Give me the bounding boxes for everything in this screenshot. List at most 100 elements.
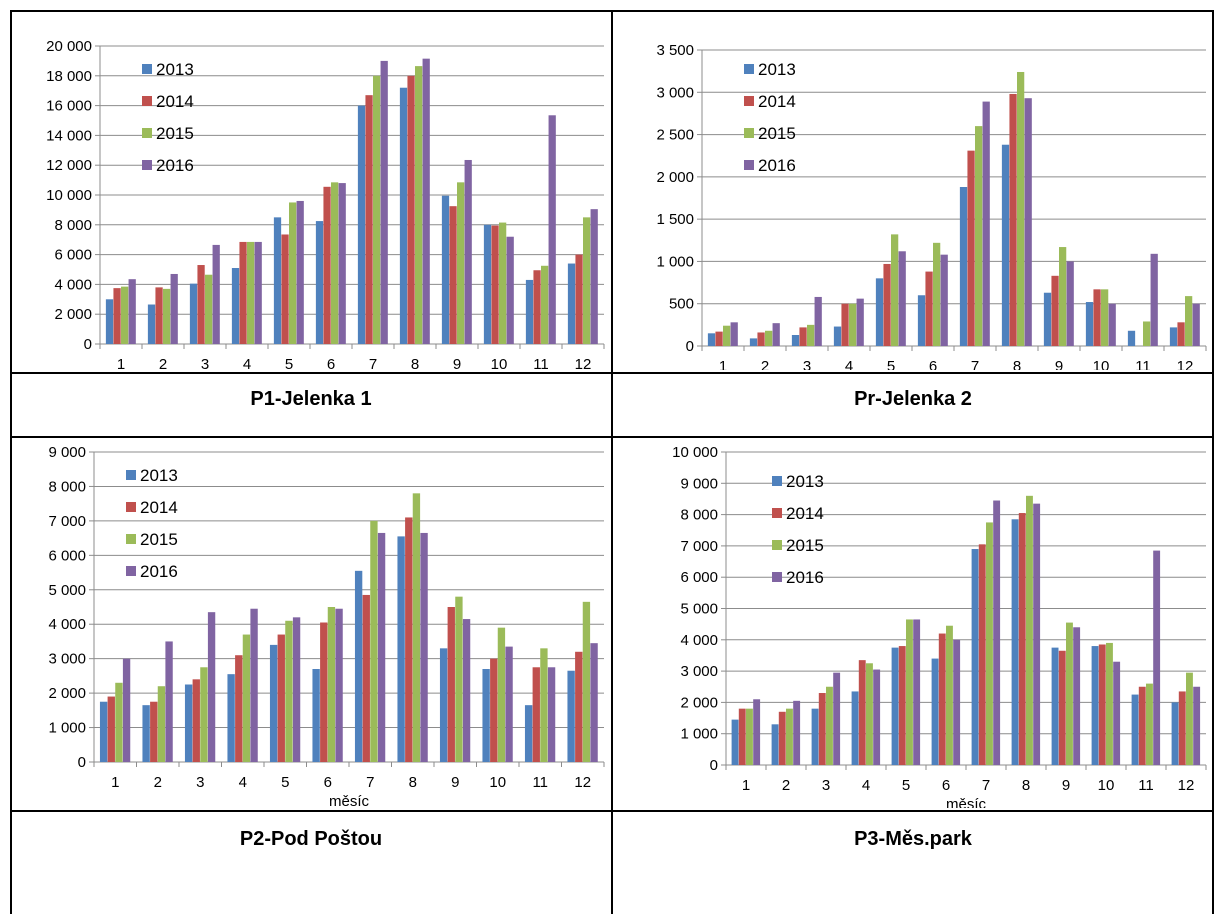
legend-label-2014: 2014 — [140, 498, 178, 517]
x-tick-label: 5 — [281, 774, 289, 791]
bar-2015-month-10 — [1106, 642, 1113, 765]
bar-2015-month-7 — [370, 520, 378, 762]
bar-2016-month-9 — [1066, 261, 1074, 346]
bar-2016-month-9 — [1073, 627, 1081, 765]
bar-2016-month-1 — [122, 658, 131, 762]
bar-2013-month-8 — [399, 87, 408, 344]
legend-swatch-2016 — [142, 160, 152, 170]
x-axis-label: měsíc — [946, 796, 987, 808]
bar-2016-month-6 — [338, 183, 346, 344]
x-tick-label: 1 — [111, 774, 119, 791]
bar-2016-month-7 — [993, 500, 1001, 765]
legend-swatch-2013 — [744, 64, 754, 74]
bar-2014-month-1 — [107, 696, 115, 762]
x-tick-label: 2 — [154, 774, 162, 791]
y-tick-label: 1 000 — [680, 726, 718, 743]
y-tick-label: 2 000 — [656, 169, 694, 186]
x-tick-label: 10 — [489, 774, 506, 791]
legend-label-2014: 2014 — [156, 92, 194, 111]
x-tick-label: 2 — [782, 777, 790, 794]
bar-2015-month-5 — [891, 234, 899, 346]
bar-2014-month-9 — [1058, 650, 1066, 765]
x-tick-label: 6 — [327, 356, 335, 370]
bar-2014-month-10 — [491, 225, 499, 344]
x-tick-label: 5 — [887, 358, 895, 370]
bar-2013-month-3 — [184, 684, 193, 762]
bar-2014-month-6 — [925, 271, 933, 346]
y-tick-label: 1 000 — [48, 720, 86, 737]
legend-label-2016: 2016 — [156, 156, 194, 175]
chart-caption-p4: P3-Měs.park — [854, 828, 972, 850]
bar-2015-month-9 — [1059, 247, 1067, 346]
bar-2014-month-5 — [277, 634, 285, 762]
bar-2013-month-11 — [1131, 694, 1139, 765]
bar-2014-month-10 — [1093, 289, 1101, 346]
x-tick-label: 8 — [409, 774, 417, 791]
bar-2016-month-10 — [506, 236, 514, 344]
bar-2015-month-2 — [163, 288, 171, 344]
bar-2015-month-7 — [975, 126, 983, 346]
bar-2016-month-1 — [730, 322, 738, 346]
y-tick-label: 0 — [710, 757, 718, 774]
legend-label-2014: 2014 — [786, 504, 824, 523]
bar-2014-month-3 — [197, 265, 205, 344]
legend-label-2013: 2013 — [156, 60, 194, 79]
bar-2016-month-12 — [1193, 686, 1201, 765]
bar-2016-month-3 — [212, 244, 220, 344]
bar-2013-month-6 — [931, 658, 939, 765]
y-tick-label: 12 000 — [46, 157, 92, 174]
bar-2016-month-11 — [1153, 550, 1161, 765]
bar-2013-month-12 — [567, 263, 576, 344]
x-tick-label: 7 — [971, 358, 979, 370]
chart-caption-p3: P2-Pod Poštou — [239, 828, 383, 850]
legend-label-2015: 2015 — [140, 530, 178, 549]
bar-2014-month-12 — [1178, 691, 1186, 765]
table-border-middle — [611, 10, 613, 914]
bar-2015-month-10 — [497, 627, 506, 762]
bar-2013-month-10 — [1085, 302, 1094, 346]
x-tick-label: 8 — [411, 356, 419, 370]
legend-label-2016: 2016 — [786, 568, 824, 587]
legend-swatch-2014 — [142, 96, 152, 106]
legend-swatch-2014 — [772, 508, 782, 518]
bar-2014-month-3 — [818, 693, 826, 765]
x-tick-label: 10 — [491, 356, 508, 370]
y-tick-label: 20 000 — [46, 38, 92, 55]
y-tick-label: 2 000 — [48, 685, 86, 702]
x-tick-label: 3 — [803, 358, 811, 370]
bar-2014-month-12 — [575, 651, 583, 762]
x-tick-label: 3 — [822, 777, 830, 794]
x-tick-label: 6 — [324, 774, 332, 791]
bar-2013-month-4 — [833, 326, 842, 346]
bar-2014-month-3 — [192, 679, 200, 762]
y-tick-label: 0 — [84, 336, 92, 353]
bar-2015-month-8 — [1017, 71, 1025, 346]
chart-caption-p2: Pr-Jelenka 2 — [854, 388, 972, 410]
x-axis-label: měsíc — [329, 793, 370, 808]
bar-2014-month-7 — [978, 544, 986, 765]
legend-label-2013: 2013 — [758, 60, 796, 79]
bar-2016-month-6 — [940, 254, 948, 346]
x-tick-label: 7 — [366, 774, 374, 791]
bar-2015-month-5 — [285, 620, 293, 762]
bar-2015-month-4 — [242, 634, 251, 762]
bar-2016-month-3 — [207, 612, 216, 762]
table-border-row2 — [10, 436, 1214, 438]
bar-2014-month-8 — [1018, 513, 1026, 765]
bar-2015-month-9 — [457, 182, 465, 344]
bar-2013-month-1 — [105, 299, 114, 344]
bar-2016-month-2 — [793, 700, 801, 765]
x-tick-label: 6 — [942, 777, 950, 794]
bar-2013-month-12 — [1171, 702, 1179, 765]
x-tick-label: 3 — [196, 774, 204, 791]
bar-2016-month-2 — [170, 273, 178, 344]
bar-2015-month-3 — [807, 324, 815, 346]
bar-2013-month-12 — [1169, 327, 1178, 346]
x-tick-label: 12 — [1178, 777, 1195, 794]
bar-2015-month-1 — [115, 682, 123, 762]
legend-swatch-2015 — [142, 128, 152, 138]
bar-2014-month-5 — [898, 646, 906, 765]
bar-2013-month-11 — [524, 705, 533, 762]
bar-2015-month-7 — [373, 75, 381, 345]
x-tick-label: 1 — [719, 358, 727, 370]
